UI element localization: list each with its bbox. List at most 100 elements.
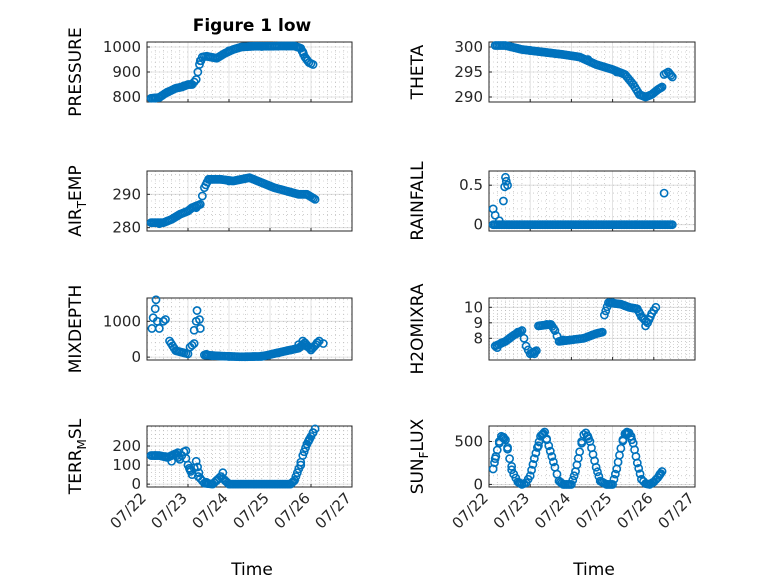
x-tick-label: 07/22 [107,489,150,532]
data-point [308,60,318,69]
y-tick-label: 1000 [103,38,141,56]
y-tick-label: 0 [131,348,141,366]
data-point [529,349,539,359]
y-tick-label: 290 [112,185,141,203]
data-point [306,343,316,353]
data-point [257,42,267,51]
data-point [547,452,557,461]
data-point [529,454,539,464]
data-point [191,456,201,466]
data-point [667,220,677,230]
data-point [312,338,322,348]
data-point [527,465,536,475]
y-axis-label: AIRTEMP [66,165,89,236]
y-tick-label: 0 [473,475,483,493]
x-axis-label-left: Time [230,560,273,580]
data-point [635,469,645,479]
data-point [192,306,202,315]
data-point [503,180,512,190]
x-tick-label: 07/24 [189,489,232,532]
data-point [193,462,202,472]
data-point [265,181,275,191]
data-point [290,475,299,485]
data-point [185,465,195,475]
data-point [202,477,211,487]
data-point [568,475,578,485]
data-point [224,46,234,56]
data-markers [147,295,328,362]
data-point [161,315,170,324]
data-point [659,188,669,198]
data-point [575,447,585,457]
x-tick-label: 07/26 [271,489,314,532]
y-tick-label: 900 [112,63,141,81]
data-point [195,56,205,66]
data-point [150,304,160,314]
data-point [519,333,529,343]
data-point [308,428,318,438]
data-markers [146,424,320,489]
y-tick-label: 295 [454,63,483,81]
data-point [587,330,597,340]
data-markers [488,427,667,489]
data-point [545,446,555,456]
x-tick-label: 07/23 [148,489,191,532]
data-point [195,315,204,324]
data-point [302,341,312,351]
data-point [496,338,506,348]
data-point [499,196,508,206]
subplot-pressure: 800 900 1000 PRESSURE [66,27,353,117]
data-point [158,316,168,326]
data-point [154,219,164,229]
data-point [292,468,302,478]
data-point [273,348,283,358]
data-point [534,441,543,451]
data-point [618,435,628,445]
data-point [224,352,234,361]
data-point [583,431,593,441]
data-point [298,451,308,460]
data-point [591,462,601,472]
data-point [189,339,199,348]
data-point [490,454,500,464]
data-point [499,432,508,442]
data-point [181,446,191,456]
data-point [634,463,644,473]
y-tick-label: 100 [112,456,141,474]
y-tick-label: 10 [464,298,483,316]
x-tick-label: 07/22 [449,489,492,532]
data-point [191,203,201,213]
data-point [151,295,161,305]
data-point [538,430,547,439]
x-tick-label: 07/24 [531,489,574,532]
y-axis-label: MIXDEPTH [66,285,86,374]
y-tick-label: 0 [473,216,483,234]
data-point [632,458,642,468]
x-tick-label: 07/25 [230,489,273,532]
data-markers [146,41,318,103]
x-tick-label: 07/23 [490,489,533,532]
data-point [528,459,538,469]
data-markers [490,41,677,102]
axes-box [488,297,696,361]
data-point [507,461,517,471]
y-axis-label: RAINFALL [408,161,428,241]
data-point [626,431,636,441]
data-point [208,351,217,361]
data-point [193,472,203,481]
data-point [150,451,160,460]
y-tick-label: 1000 [103,312,141,330]
data-point [577,437,587,446]
data-point [609,474,619,484]
y-axis-label: H2OMIXRA [408,283,428,374]
subplot-theta: 290 295 300 THETA [408,38,696,106]
figure-title: Figure 1 low [193,16,312,36]
data-point [513,327,523,337]
data-point [651,302,661,312]
data-point [525,471,535,481]
data-point [593,467,602,477]
data-point [501,172,510,182]
